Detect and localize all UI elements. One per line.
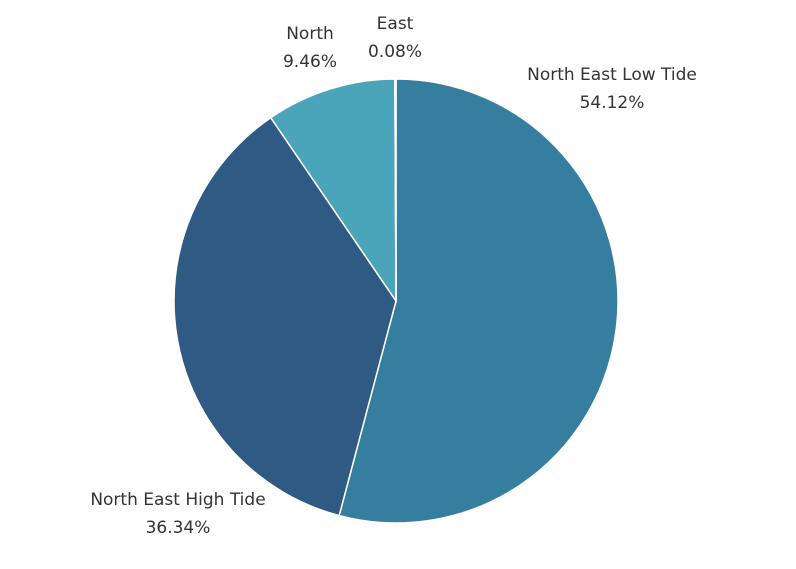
slice-value-north-east-low-tide: 54.12% <box>580 93 645 113</box>
pie-slice-north <box>269 78 397 304</box>
slice-label-north-east-low-tide: North East Low Tide <box>527 65 697 85</box>
slice-label-north: North <box>286 24 334 44</box>
slice-value-north-east-high-tide: 36.34% <box>146 518 211 538</box>
pie-slice-north-east-low-tide <box>338 78 619 524</box>
slice-value-north: 9.46% <box>283 52 337 72</box>
pie-slice-east <box>394 78 397 302</box>
slice-label-east: East <box>377 14 414 34</box>
slices-layer <box>173 78 619 524</box>
pie-slice-north-east-high-tide <box>173 116 397 517</box>
slice-label-north-east-high-tide: North East High Tide <box>90 490 265 510</box>
labels-layer: North East Low Tide 54.12% North East High… <box>90 14 697 538</box>
slice-value-east: 0.08% <box>368 42 422 62</box>
